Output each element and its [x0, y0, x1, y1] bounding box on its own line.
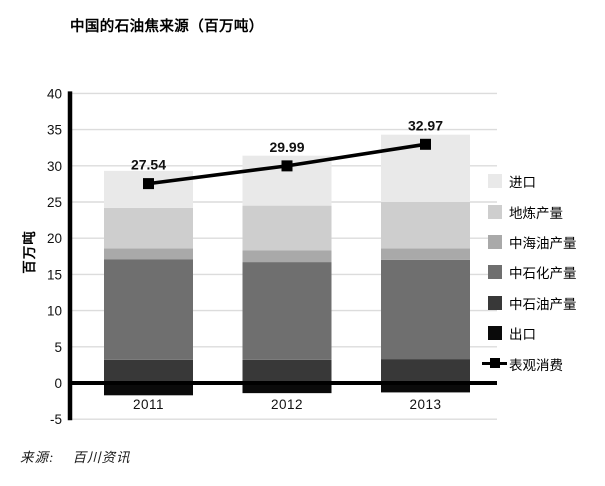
bar-segment: [242, 250, 332, 263]
legend-item-line: 表观消费: [482, 348, 577, 378]
value-label: 32.97: [408, 117, 443, 133]
source-value: 百川资讯: [72, 450, 131, 465]
y-tick-label: 0: [54, 376, 62, 391]
legend-label: 表观消费: [509, 357, 563, 373]
legend: 进口地炼产量中海油产量中石化产量中石油产量出口表观消费: [482, 166, 577, 379]
legend-swatch: [488, 295, 502, 310]
y-tick-label: 35: [47, 123, 62, 138]
x-tick-label: 2013: [409, 397, 441, 412]
chart-title: 中国的石油焦来源（百万吨）: [70, 19, 264, 35]
y-tick-label: -5: [50, 412, 62, 427]
legend-item-2: 中海油产量: [484, 227, 577, 257]
legend-swatch: [488, 174, 502, 189]
source-note: 来源: 百川资讯: [20, 446, 131, 466]
legend-item-1: 地炼产量: [484, 196, 577, 226]
bar-segment: [381, 259, 470, 360]
legend-swatch: [488, 234, 502, 249]
y-tick-label: 5: [54, 340, 62, 355]
legend-swatch: [488, 265, 502, 280]
legend-label: 中海油产量: [509, 235, 577, 251]
y-tick-label: 40: [47, 86, 62, 101]
legend-label: 地炼产量: [509, 205, 563, 221]
consumption-marker: [281, 160, 293, 172]
legend-item-0: 进口: [484, 166, 577, 196]
legend-label: 出口: [509, 327, 536, 343]
legend-swatch: [488, 204, 502, 219]
bar-segment: [104, 248, 193, 260]
bar-segment: [381, 359, 470, 383]
consumption-marker: [143, 178, 154, 190]
x-tick-label: 2012: [271, 397, 303, 412]
source-label: 来源:: [20, 450, 55, 465]
bar-segment: [104, 259, 193, 360]
y-tick-label: 15: [47, 267, 62, 282]
bar-segment: [381, 383, 470, 393]
legend-label: 中石化产量: [509, 266, 577, 282]
bar-segment: [104, 207, 193, 249]
bar-segment: [242, 205, 332, 251]
bar-segment: [104, 359, 193, 383]
legend-label: 中石油产量: [509, 296, 577, 312]
legend-line-square-icon: [490, 358, 500, 369]
bar-segment: [104, 170, 193, 208]
bar-segment: [381, 248, 470, 260]
consumption-marker: [420, 138, 431, 150]
y-tick-label: 10: [47, 304, 62, 319]
bar-segment: [242, 359, 332, 383]
legend-item-3: 中石化产量: [484, 257, 577, 287]
legend-label: 进口: [509, 175, 536, 191]
bar-segment: [381, 202, 470, 249]
bar-segment: [104, 383, 193, 396]
x-tick-label: 2011: [133, 397, 164, 412]
bar-segment: [242, 383, 332, 394]
legend-swatch: [488, 326, 502, 341]
bar-segment: [242, 262, 332, 360]
legend-item-5: 出口: [484, 318, 577, 348]
legend-line-marker-icon: [482, 358, 507, 369]
y-tick-label: 25: [47, 195, 62, 210]
legend-item-4: 中石油产量: [484, 288, 577, 318]
y-tick-label: 30: [47, 159, 62, 174]
value-label: 27.54: [131, 157, 166, 173]
value-label: 29.99: [269, 139, 304, 155]
y-tick-label: 20: [47, 231, 62, 246]
